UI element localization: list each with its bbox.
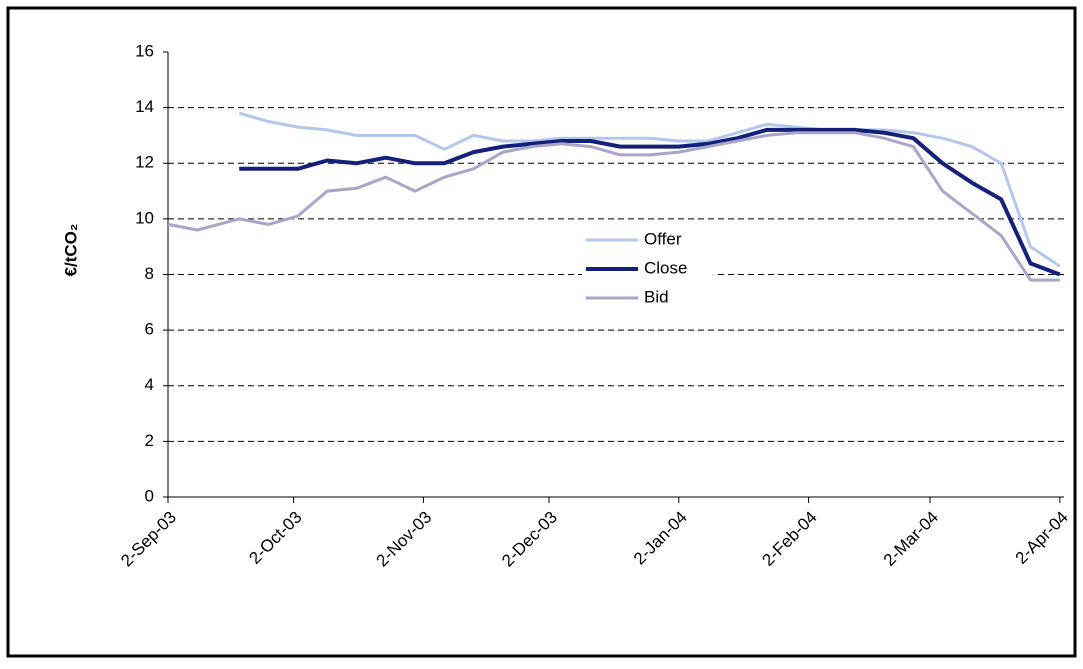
y-tick-label: 6 (145, 320, 154, 339)
series-line (239, 127, 1061, 277)
y-tick-label: 14 (135, 97, 154, 116)
series-line (238, 111, 1061, 268)
y-tick-label: 0 (145, 486, 154, 505)
y-tick-label: 4 (145, 375, 154, 394)
legend-label: Offer (644, 229, 682, 248)
y-axis-label: €/tCO₂ (61, 224, 80, 277)
y-tick-label: 10 (135, 208, 154, 227)
legend-label: Close (644, 258, 687, 277)
y-tick-label: 2 (145, 431, 154, 450)
chart-frame (6, 6, 1077, 658)
y-tick-label: 8 (145, 264, 154, 283)
series-line (167, 131, 1060, 282)
legend-label: Bid (644, 287, 669, 306)
y-tick-label: 12 (135, 153, 154, 172)
y-tick-label: 16 (135, 41, 154, 60)
